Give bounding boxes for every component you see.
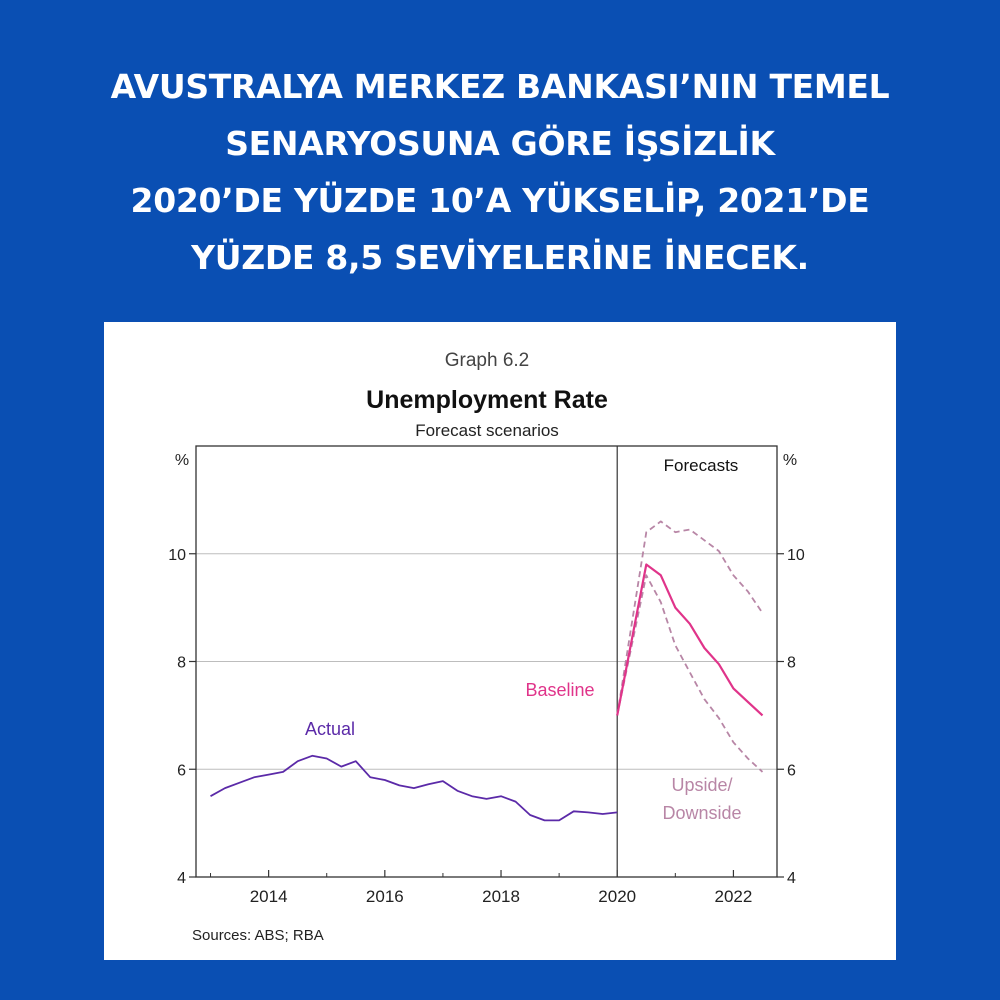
x-tick-label: 2022	[715, 887, 753, 906]
actual-annotation: Actual	[305, 719, 355, 739]
y-tick-label-right: 8	[787, 655, 796, 672]
series-line-actual	[210, 754, 618, 822]
axis-ticks	[189, 553, 784, 878]
series-line-upside	[616, 520, 764, 716]
y-unit-right: %	[783, 452, 797, 469]
chart-card: Graph 6.2 Unemployment Rate Forecast sce…	[104, 322, 896, 960]
x-tick-label: 2016	[366, 887, 404, 906]
headline-line-1: AVUSTRALYA MERKEZ BANKASI’NIN TEMEL	[110, 67, 890, 106]
y-unit-left: %	[175, 452, 189, 469]
y-tick-label-right: 6	[787, 762, 796, 779]
y-tick-label-left: 8	[177, 655, 186, 672]
baseline-annotation: Baseline	[525, 680, 594, 700]
x-tick-label: 2020	[598, 887, 636, 906]
y-tick-label-left: 6	[177, 762, 186, 779]
headline-line-3: 2020’DE YÜZDE 10’A YÜKSELİP, 2021’DE	[130, 181, 870, 220]
forecast-label: Forecasts	[664, 456, 739, 475]
series-lines	[210, 520, 764, 822]
scenarios-annotation-line-1: Upside/	[671, 775, 732, 795]
series-line-baseline	[616, 563, 764, 717]
y-tick-label-right: 10	[787, 547, 805, 564]
y-tick-label-left: 4	[177, 870, 186, 887]
chart-title: Unemployment Rate	[366, 386, 608, 414]
series-line-downside	[616, 574, 764, 773]
headline-line-4: YÜZDE 8,5 SEVİYELERİNE İNECEK.	[191, 238, 809, 277]
x-tick-label: 2018	[482, 887, 520, 906]
grid-lines	[196, 553, 777, 770]
headline: AVUSTRALYA MERKEZ BANKASI’NIN TEMEL SENA…	[20, 58, 980, 286]
y-tick-label-left: 10	[168, 547, 186, 564]
x-tick-label: 2014	[250, 887, 288, 906]
graph-number: Graph 6.2	[445, 350, 530, 371]
chart-subtitle: Forecast scenarios	[415, 421, 559, 440]
headline-line-2: SENARYOSUNA GÖRE İŞSİZLİK	[225, 124, 775, 163]
chart-source: Sources: ABS; RBA	[192, 927, 324, 944]
y-tick-label-right: 4	[787, 870, 796, 887]
unemployment-rate-chart: Graph 6.2 Unemployment Rate Forecast sce…	[168, 350, 805, 944]
plot-frame	[195, 445, 778, 878]
scenarios-annotation-line-2: Downside	[662, 803, 741, 823]
axis-tick-labels: 4 4 6 6 8 8 10 10 2014 2016 2018 2020 2022	[168, 547, 805, 906]
